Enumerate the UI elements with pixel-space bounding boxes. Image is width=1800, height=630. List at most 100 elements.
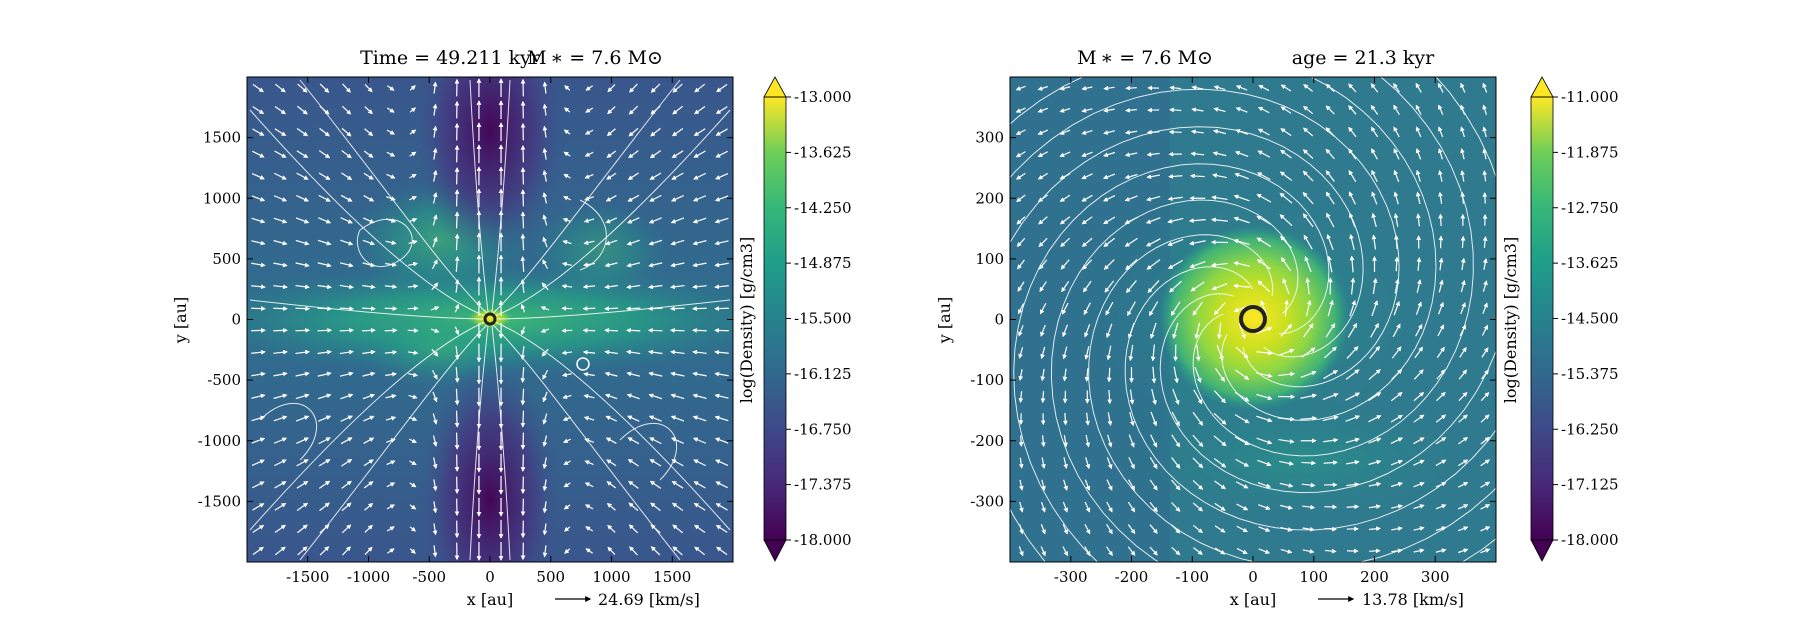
velocity-arrow (669, 327, 685, 333)
velocity-arrow (296, 128, 309, 137)
velocity-arrow (431, 369, 438, 380)
x-tick-label: -500 (412, 568, 446, 586)
x-tick-label: -1000 (347, 568, 390, 586)
velocity-arrow (1233, 283, 1250, 289)
velocity-arrow (670, 437, 684, 444)
velocity-arrow (692, 262, 707, 268)
velocity-arrow (363, 172, 374, 180)
velocity-arrow (1438, 148, 1443, 160)
velocity-arrow (627, 217, 640, 224)
velocity-arrow (1233, 238, 1250, 246)
velocity-arrow (432, 479, 438, 492)
velocity-arrow (1415, 82, 1422, 93)
velocity-arrow (339, 284, 354, 290)
velocity-arrow (564, 548, 571, 554)
velocity-arrow (1125, 280, 1137, 294)
velocity-arrow (1103, 151, 1116, 158)
velocity-arrow (1214, 525, 1226, 533)
velocity-arrow (520, 189, 526, 207)
velocity-arrow (1167, 238, 1184, 247)
velocity-arrow (562, 394, 572, 400)
colorbar-tick-label: -11.875 (1561, 143, 1619, 161)
velocity-arrow (1127, 501, 1136, 513)
velocity-arrow (604, 239, 618, 246)
velocity-arrow (1325, 105, 1335, 115)
velocity-arrow (1016, 237, 1026, 248)
velocity-arrow (1438, 301, 1444, 315)
velocity-arrow (583, 218, 595, 223)
velocity-arrow (1393, 191, 1399, 205)
velocity-arrow (296, 480, 309, 489)
velocity-arrow (1063, 435, 1068, 448)
velocity-arrow (1323, 370, 1339, 380)
velocity-arrow (454, 211, 460, 229)
velocity-arrow (650, 83, 661, 93)
velocity-arrow (650, 524, 661, 534)
velocity-arrow (251, 415, 266, 422)
velocity-arrow (1212, 173, 1227, 179)
velocity-arrow (670, 262, 685, 268)
velocity-arrow (1213, 435, 1227, 447)
velocity-arrow (562, 416, 572, 422)
velocity-arrow (714, 393, 729, 399)
velocity-arrow (1124, 173, 1138, 180)
velocity-arrow (1145, 238, 1161, 247)
velocity-arrow (1302, 213, 1314, 228)
velocity-arrow (1436, 346, 1445, 358)
velocity-arrow (1348, 83, 1357, 93)
velocity-arrow (1081, 85, 1093, 91)
velocity-arrow (340, 393, 354, 400)
velocity-arrow (1235, 458, 1250, 467)
colorbar-tick-label: -14.500 (1561, 310, 1619, 328)
velocity-arrow (1037, 151, 1049, 158)
velocity-arrow (274, 459, 287, 467)
streamline (579, 199, 607, 271)
velocity-arrow (1279, 482, 1294, 488)
velocity-arrow (252, 481, 265, 489)
velocity-arrow (1482, 82, 1488, 93)
velocity-arrow (1258, 504, 1271, 510)
velocity-arrow (1234, 172, 1249, 180)
velocity-arrow (1037, 129, 1049, 135)
velocity-arrow (1257, 459, 1272, 467)
velocity-arrow (318, 437, 331, 445)
velocity-arrow (585, 526, 594, 532)
velocity-arrow (362, 393, 376, 400)
velocity-arrow (1106, 345, 1112, 361)
velocity-arrow (409, 151, 417, 157)
left-velocity-key-label: 24.69 [km/s] (598, 590, 700, 609)
velocity-arrow (318, 415, 332, 422)
velocity-arrow (1278, 438, 1295, 444)
right-axis-ticks: -300 -200 -100 0 100 200 300 300 200 100 0 -100 -200… (970, 77, 1496, 586)
velocity-arrow (1458, 436, 1469, 445)
velocity-arrow (1062, 346, 1068, 360)
velocity-arrow (1368, 437, 1382, 444)
streamline (249, 321, 486, 531)
velocity-arrow (649, 194, 662, 202)
velocity-arrow (1390, 414, 1403, 423)
velocity-arrow (431, 348, 439, 357)
velocity-arrow (273, 437, 288, 444)
velocity-arrow (407, 283, 419, 289)
velocity-arrow (542, 501, 548, 514)
velocity-arrow (1305, 277, 1311, 295)
velocity-arrow (1217, 322, 1222, 340)
velocity-arrow (1235, 129, 1248, 135)
velocity-arrow (1457, 504, 1469, 510)
velocity-arrow (715, 106, 728, 115)
velocity-arrow (1416, 213, 1421, 227)
velocity-arrow (1107, 412, 1113, 426)
velocity-arrow (583, 240, 595, 245)
velocity-arrow (1346, 504, 1360, 510)
streamline (1192, 77, 1474, 457)
velocity-arrow (296, 437, 310, 444)
velocity-arrow (1280, 504, 1294, 510)
velocity-arrow (1460, 257, 1466, 271)
velocity-arrow (318, 480, 331, 489)
velocity-arrow (1038, 237, 1048, 248)
velocity-arrow (627, 458, 639, 467)
velocity-arrow (1348, 169, 1357, 183)
velocity-arrow (1394, 256, 1400, 272)
velocity-arrow (1257, 280, 1271, 293)
velocity-arrow (692, 437, 707, 444)
